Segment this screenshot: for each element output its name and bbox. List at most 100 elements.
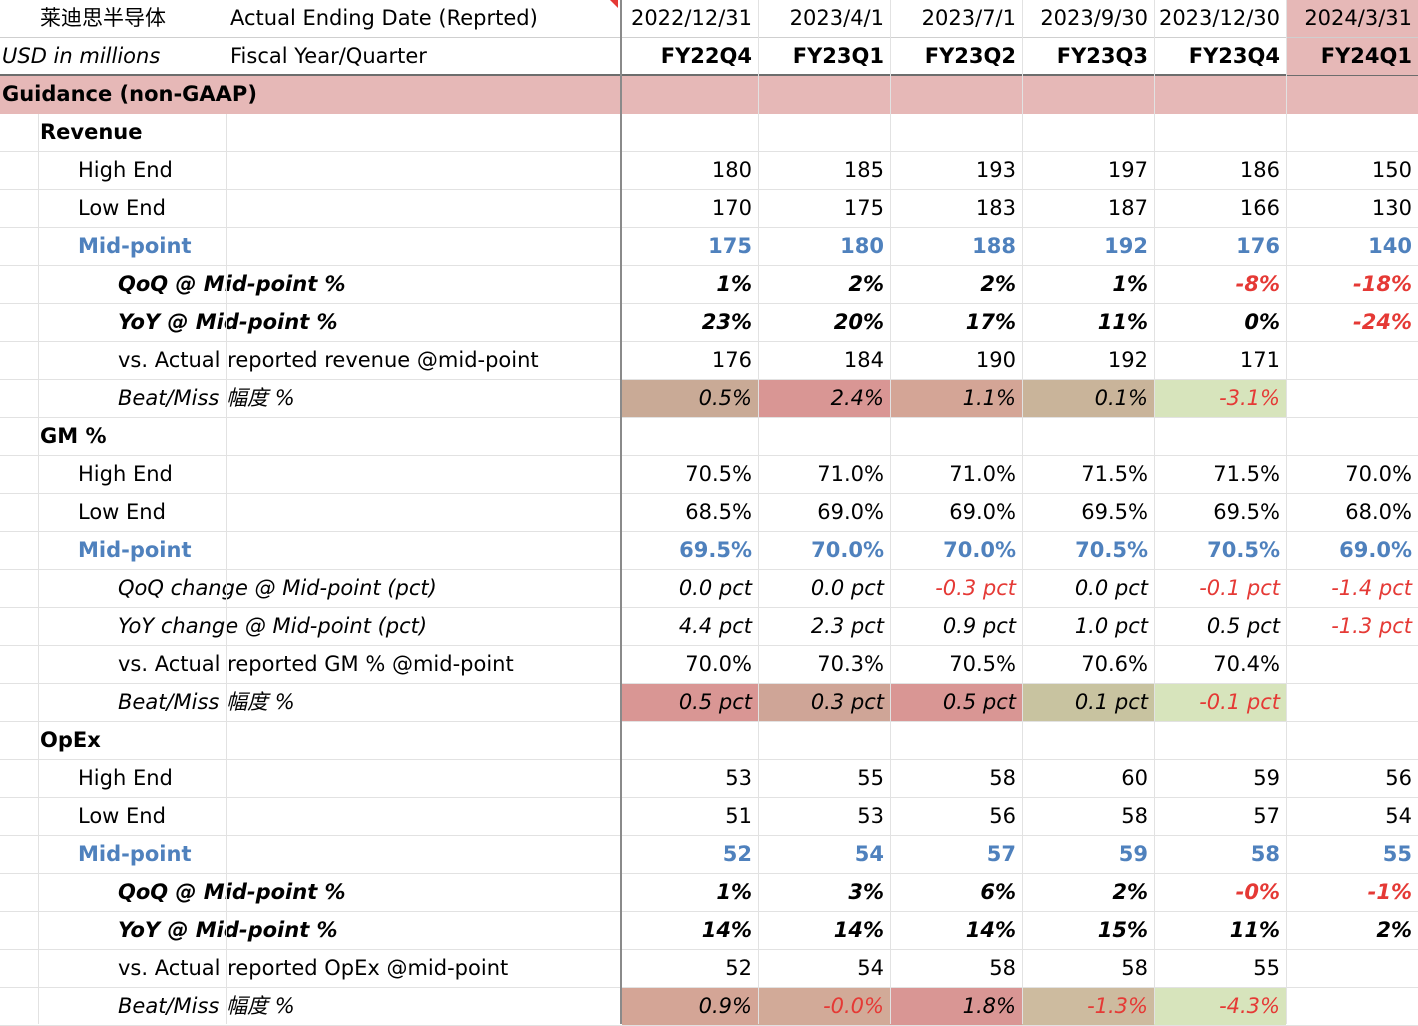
group-title[interactable]: Revenue: [40, 120, 143, 144]
value-cell[interactable]: -0%: [1235, 880, 1280, 904]
row-label[interactable]: QoQ @ Mid-point %: [118, 880, 346, 904]
date-header[interactable]: 2023/9/30: [1040, 6, 1148, 30]
value-cell[interactable]: 70.0%: [685, 652, 752, 676]
value-cell[interactable]: 0.0 pct: [1074, 576, 1148, 600]
date-row-label[interactable]: Actual Ending Date (Reprted): [230, 6, 538, 30]
value-cell[interactable]: 2%: [848, 272, 884, 296]
value-cell[interactable]: 188: [972, 234, 1016, 258]
value-cell[interactable]: 71.0%: [949, 462, 1016, 486]
value-cell[interactable]: 2%: [1376, 918, 1412, 942]
value-cell[interactable]: 69.5%: [1213, 500, 1280, 524]
value-cell[interactable]: 185: [843, 158, 884, 182]
value-cell[interactable]: 58: [1121, 956, 1148, 980]
value-cell[interactable]: 70.6%: [1081, 652, 1148, 676]
value-cell[interactable]: 23%: [701, 310, 752, 334]
value-cell[interactable]: 0.5 pct: [1206, 614, 1280, 638]
value-cell[interactable]: 58: [1250, 842, 1280, 866]
value-cell[interactable]: 55: [1382, 842, 1412, 866]
value-cell[interactable]: 130: [1371, 196, 1412, 220]
value-cell[interactable]: 56: [989, 804, 1016, 828]
value-cell[interactable]: 6%: [980, 880, 1016, 904]
value-cell[interactable]: 2%: [1112, 880, 1148, 904]
value-cell[interactable]: 1.1%: [890, 380, 1022, 417]
value-cell[interactable]: [1286, 684, 1418, 721]
value-cell[interactable]: -8%: [1235, 272, 1280, 296]
value-cell[interactable]: 70.0%: [811, 538, 884, 562]
row-label[interactable]: Mid-point: [78, 538, 192, 562]
value-cell[interactable]: 1.0 pct: [1074, 614, 1148, 638]
value-cell[interactable]: 0.3 pct: [758, 684, 890, 721]
value-cell[interactable]: 0.0 pct: [678, 576, 752, 600]
value-cell[interactable]: 2.4%: [758, 380, 890, 417]
value-cell[interactable]: 1%: [716, 880, 752, 904]
value-cell[interactable]: 68.0%: [1345, 500, 1412, 524]
section-title[interactable]: Guidance (non-GAAP): [2, 82, 257, 106]
row-label[interactable]: vs. Actual reported OpEx @mid-point: [118, 956, 509, 980]
value-cell[interactable]: 71.0%: [817, 462, 884, 486]
value-cell[interactable]: -1%: [1367, 880, 1412, 904]
value-cell[interactable]: 70.5%: [949, 652, 1016, 676]
company-name[interactable]: 莱迪思半导体: [40, 6, 166, 30]
date-header[interactable]: 2022/12/31: [630, 6, 752, 30]
value-cell[interactable]: 0.5%: [622, 380, 758, 417]
row-label[interactable]: YoY change @ Mid-point (pct): [118, 614, 428, 638]
value-cell[interactable]: 197: [1107, 158, 1148, 182]
value-cell[interactable]: 0.5 pct: [890, 684, 1022, 721]
value-cell[interactable]: 55: [1253, 956, 1280, 980]
value-cell[interactable]: 0.9 pct: [942, 614, 1016, 638]
quarter-header[interactable]: FY23Q3: [1056, 44, 1148, 68]
unit-label[interactable]: USD in millions: [2, 44, 161, 68]
value-cell[interactable]: 0%: [1244, 310, 1280, 334]
value-cell[interactable]: 1%: [1112, 272, 1148, 296]
value-cell[interactable]: 1%: [716, 272, 752, 296]
value-cell[interactable]: 70.5%: [1207, 538, 1280, 562]
value-cell[interactable]: [1286, 380, 1418, 417]
value-cell[interactable]: 70.4%: [1213, 652, 1280, 676]
value-cell[interactable]: 15%: [1097, 918, 1148, 942]
value-cell[interactable]: 14%: [701, 918, 752, 942]
row-label[interactable]: vs. Actual reported revenue @mid-point: [118, 348, 539, 372]
value-cell[interactable]: 69.5%: [679, 538, 752, 562]
row-label[interactable]: Low End: [78, 500, 166, 524]
value-cell[interactable]: 54: [854, 842, 884, 866]
value-cell[interactable]: -0.0%: [758, 988, 890, 1025]
quarter-header[interactable]: FY24Q1: [1286, 38, 1418, 75]
date-header[interactable]: 2024/3/31: [1286, 0, 1418, 37]
row-label[interactable]: Beat/Miss 幅度 %: [118, 690, 295, 714]
value-cell[interactable]: 58: [989, 766, 1016, 790]
quarter-header[interactable]: FY22Q4: [660, 44, 752, 68]
value-cell[interactable]: 14%: [833, 918, 884, 942]
value-cell[interactable]: 175: [708, 234, 752, 258]
group-title[interactable]: GM %: [40, 424, 107, 448]
value-cell[interactable]: 55: [857, 766, 884, 790]
value-cell[interactable]: 180: [840, 234, 884, 258]
value-cell[interactable]: 150: [1371, 158, 1412, 182]
value-cell[interactable]: 176: [1236, 234, 1280, 258]
value-cell[interactable]: 60: [1121, 766, 1148, 790]
value-cell[interactable]: 69.0%: [817, 500, 884, 524]
row-label[interactable]: YoY @ Mid-point %: [118, 310, 338, 334]
value-cell[interactable]: 58: [1121, 804, 1148, 828]
value-cell[interactable]: [1286, 950, 1418, 987]
quarter-header[interactable]: FY23Q2: [924, 44, 1016, 68]
value-cell[interactable]: -1.3%: [1022, 988, 1154, 1025]
value-cell[interactable]: [1286, 646, 1418, 683]
value-cell[interactable]: 70.0%: [1345, 462, 1412, 486]
value-cell[interactable]: 17%: [965, 310, 1016, 334]
value-cell[interactable]: 4.4 pct: [678, 614, 752, 638]
value-cell[interactable]: [1286, 988, 1418, 1025]
row-label[interactable]: Beat/Miss 幅度 %: [118, 994, 295, 1018]
value-cell[interactable]: 0.9%: [622, 988, 758, 1025]
value-cell[interactable]: 0.0 pct: [810, 576, 884, 600]
row-label[interactable]: High End: [78, 462, 173, 486]
value-cell[interactable]: 175: [843, 196, 884, 220]
value-cell[interactable]: -1.4 pct: [1331, 576, 1412, 600]
value-cell[interactable]: 71.5%: [1213, 462, 1280, 486]
value-cell[interactable]: -1.3 pct: [1331, 614, 1412, 638]
value-cell[interactable]: 190: [975, 348, 1016, 372]
value-cell[interactable]: 1.8%: [890, 988, 1022, 1025]
row-label[interactable]: Mid-point: [78, 234, 192, 258]
value-cell[interactable]: -24%: [1353, 310, 1412, 334]
value-cell[interactable]: 51: [725, 804, 752, 828]
